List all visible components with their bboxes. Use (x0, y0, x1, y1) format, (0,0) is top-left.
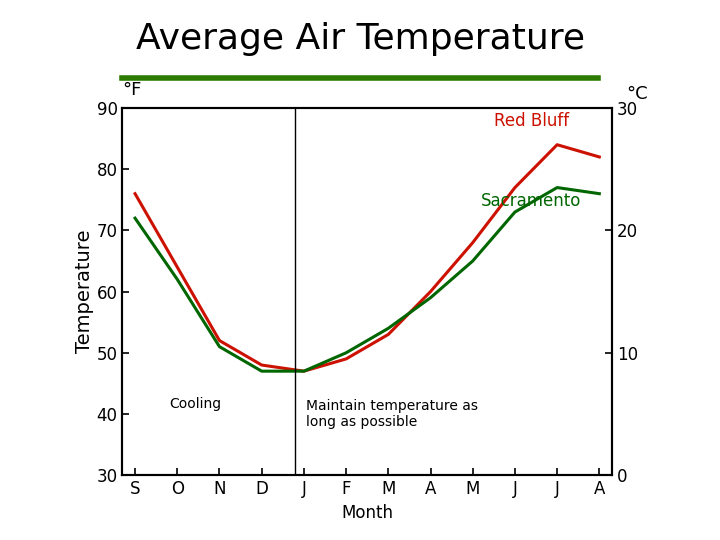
Text: Cooling: Cooling (168, 397, 221, 411)
Text: °F: °F (122, 81, 142, 99)
Text: Average Air Temperature: Average Air Temperature (135, 22, 585, 56)
Text: Red Bluff: Red Bluff (494, 112, 569, 130)
Text: Maintain temperature as
long as possible: Maintain temperature as long as possible (306, 399, 478, 429)
X-axis label: Month: Month (341, 504, 393, 522)
Text: Temperature: Temperature (75, 230, 94, 353)
Text: Sacramento: Sacramento (481, 192, 582, 210)
Text: °C: °C (626, 85, 648, 103)
